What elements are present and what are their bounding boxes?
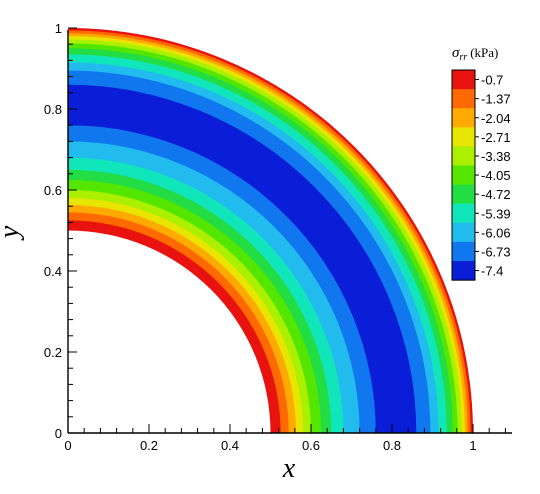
y-tick-label: 0.6	[44, 183, 62, 198]
legend-label: -4.72	[481, 187, 511, 202]
y-tick-label: 0.8	[44, 102, 62, 117]
legend-swatch	[452, 222, 475, 243]
legend-label: -6.73	[481, 244, 511, 259]
x-tick-label: 0	[64, 438, 71, 453]
legend-label: -1.37	[481, 92, 511, 107]
legend-label: -2.04	[481, 111, 511, 126]
legend-swatch	[452, 146, 475, 166]
x-tick-label: 0.4	[221, 438, 239, 453]
legend-swatch	[452, 241, 475, 262]
legend-label: -2.71	[481, 130, 511, 145]
x-axis-title: x	[282, 453, 296, 484]
y-tick-label: 1	[55, 21, 62, 36]
legend-title-unit: (kPa)	[470, 45, 498, 60]
contour-bands	[68, 28, 473, 434]
y-axis-title: y	[0, 225, 25, 241]
y-tick-label: 0.2	[44, 345, 62, 360]
legend-swatch	[452, 70, 475, 90]
legend-label: -4.05	[481, 168, 511, 183]
annulus-hole	[68, 230, 271, 433]
legend-swatch	[452, 184, 475, 205]
legend-label: -7.4	[481, 264, 503, 279]
legend-labels: -0.7 -1.37 -2.04 -2.71 -3.38 -4.05 -4.72 -5.39 -…	[481, 73, 511, 279]
axes	[67, 30, 512, 434]
legend-label: -0.7	[481, 73, 503, 88]
legend-swatches	[451, 69, 479, 281]
y-tick-label: 0.4	[44, 264, 62, 279]
legend-label: -6.06	[481, 225, 511, 240]
legend-swatch	[452, 165, 475, 186]
legend-title-symbol: σ	[452, 45, 460, 61]
legend-frame	[451, 69, 476, 281]
legend-swatch	[452, 203, 475, 224]
x-tick-label: 0.8	[383, 438, 401, 453]
legend-swatch	[452, 108, 475, 128]
legend-label: -3.38	[481, 149, 511, 164]
y-ticks: 0 0.2 0.4 0.6 0.8 1	[44, 21, 77, 441]
legend-swatch	[452, 261, 475, 281]
legend-swatch	[452, 89, 475, 109]
x-tick-label: 0.2	[140, 438, 158, 453]
legend-title: σrr (kPa)	[452, 45, 498, 63]
legend-title-subscript: rr	[459, 52, 467, 63]
x-tick-label: 0.6	[302, 438, 320, 453]
x-tick-label: 1	[469, 438, 476, 453]
colorbar-legend: σrr (kPa) -0.7 -1.37 -2.04 -2.71 -3.38 -4.05 -4…	[451, 45, 511, 281]
legend-label: -5.39	[481, 206, 511, 221]
x-ticks: 0 0.2 0.4 0.6 0.8 1	[64, 424, 506, 453]
legend-swatch	[452, 127, 475, 147]
y-tick-label: 0	[55, 426, 62, 441]
